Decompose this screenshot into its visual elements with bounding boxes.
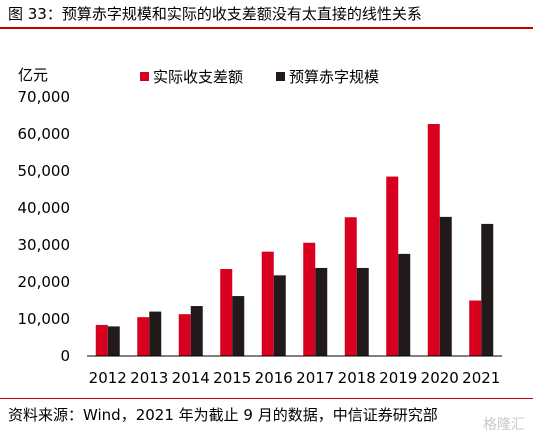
y-tick-label: 10,000 [18,310,71,328]
y-tick-label: 0 [60,347,70,365]
bar-actual-2015 [220,269,233,356]
x-tick-label: 2014 [172,369,210,387]
bar-actual-2019 [386,176,399,356]
x-tick-label: 2017 [296,369,334,387]
y-tick-label: 20,000 [18,273,71,291]
bar-budget-2015 [232,296,245,356]
bar-actual-2018 [344,217,357,356]
bars [95,124,494,356]
figure-title: 图 33：预算赤字规模和实际的收支差额没有太直接的线性关系 [8,5,422,23]
bar-budget-2020 [439,216,452,356]
legend: 实际收支差额 预算赤字规模 [140,68,379,86]
bar-budget-2014 [190,306,203,356]
bar-actual-2021 [469,300,482,356]
legend-label-1: 预算赤字规模 [289,68,379,86]
bar-budget-2016 [273,275,286,356]
y-tick-label: 60,000 [18,125,71,143]
x-tick-label: 2020 [421,369,459,387]
y-axis-unit-label: 亿元 [18,66,48,84]
x-tick-label: 2013 [130,369,168,387]
legend-swatch-1 [276,72,285,81]
legend-label-0: 实际收支差额 [153,68,243,86]
y-axis-ticks: 0 10,000 20,000 30,000 40,000 50,000 60,000 70,… [18,88,71,365]
bar-budget-2019 [398,253,411,356]
bar-budget-2018 [356,267,369,356]
x-tick-label: 2019 [379,369,417,387]
bar-actual-2017 [303,242,316,356]
x-tick-label: 2018 [338,369,376,387]
y-tick-label: 70,000 [18,88,71,106]
legend-swatch-0 [140,72,149,81]
x-axis-ticks: 2012 2013 2014 2015 2016 2017 2018 2019 2020 2021 [89,369,501,387]
bar-budget-2017 [315,267,328,356]
source-rule [0,398,533,399]
bar-actual-2014 [178,314,191,356]
bar-actual-2016 [261,251,274,356]
source-note: 资料来源：Wind，2021 年为截止 9 月的数据，中信证券研究部 [8,406,438,424]
x-tick-label: 2021 [462,369,500,387]
bar-actual-2013 [137,317,150,356]
bar-budget-2012 [107,326,120,356]
x-tick-label: 2016 [255,369,293,387]
bar-budget-2021 [481,223,494,356]
y-tick-label: 30,000 [18,236,71,254]
title-rule [0,27,533,29]
bar-actual-2012 [95,324,108,356]
watermark-text: 格隆汇 [483,417,525,433]
x-tick-label: 2015 [213,369,251,387]
bar-budget-2013 [149,311,162,356]
y-tick-label: 50,000 [18,162,71,180]
bar-actual-2020 [427,124,440,356]
x-tick-label: 2012 [89,369,127,387]
y-tick-label: 40,000 [18,199,71,217]
